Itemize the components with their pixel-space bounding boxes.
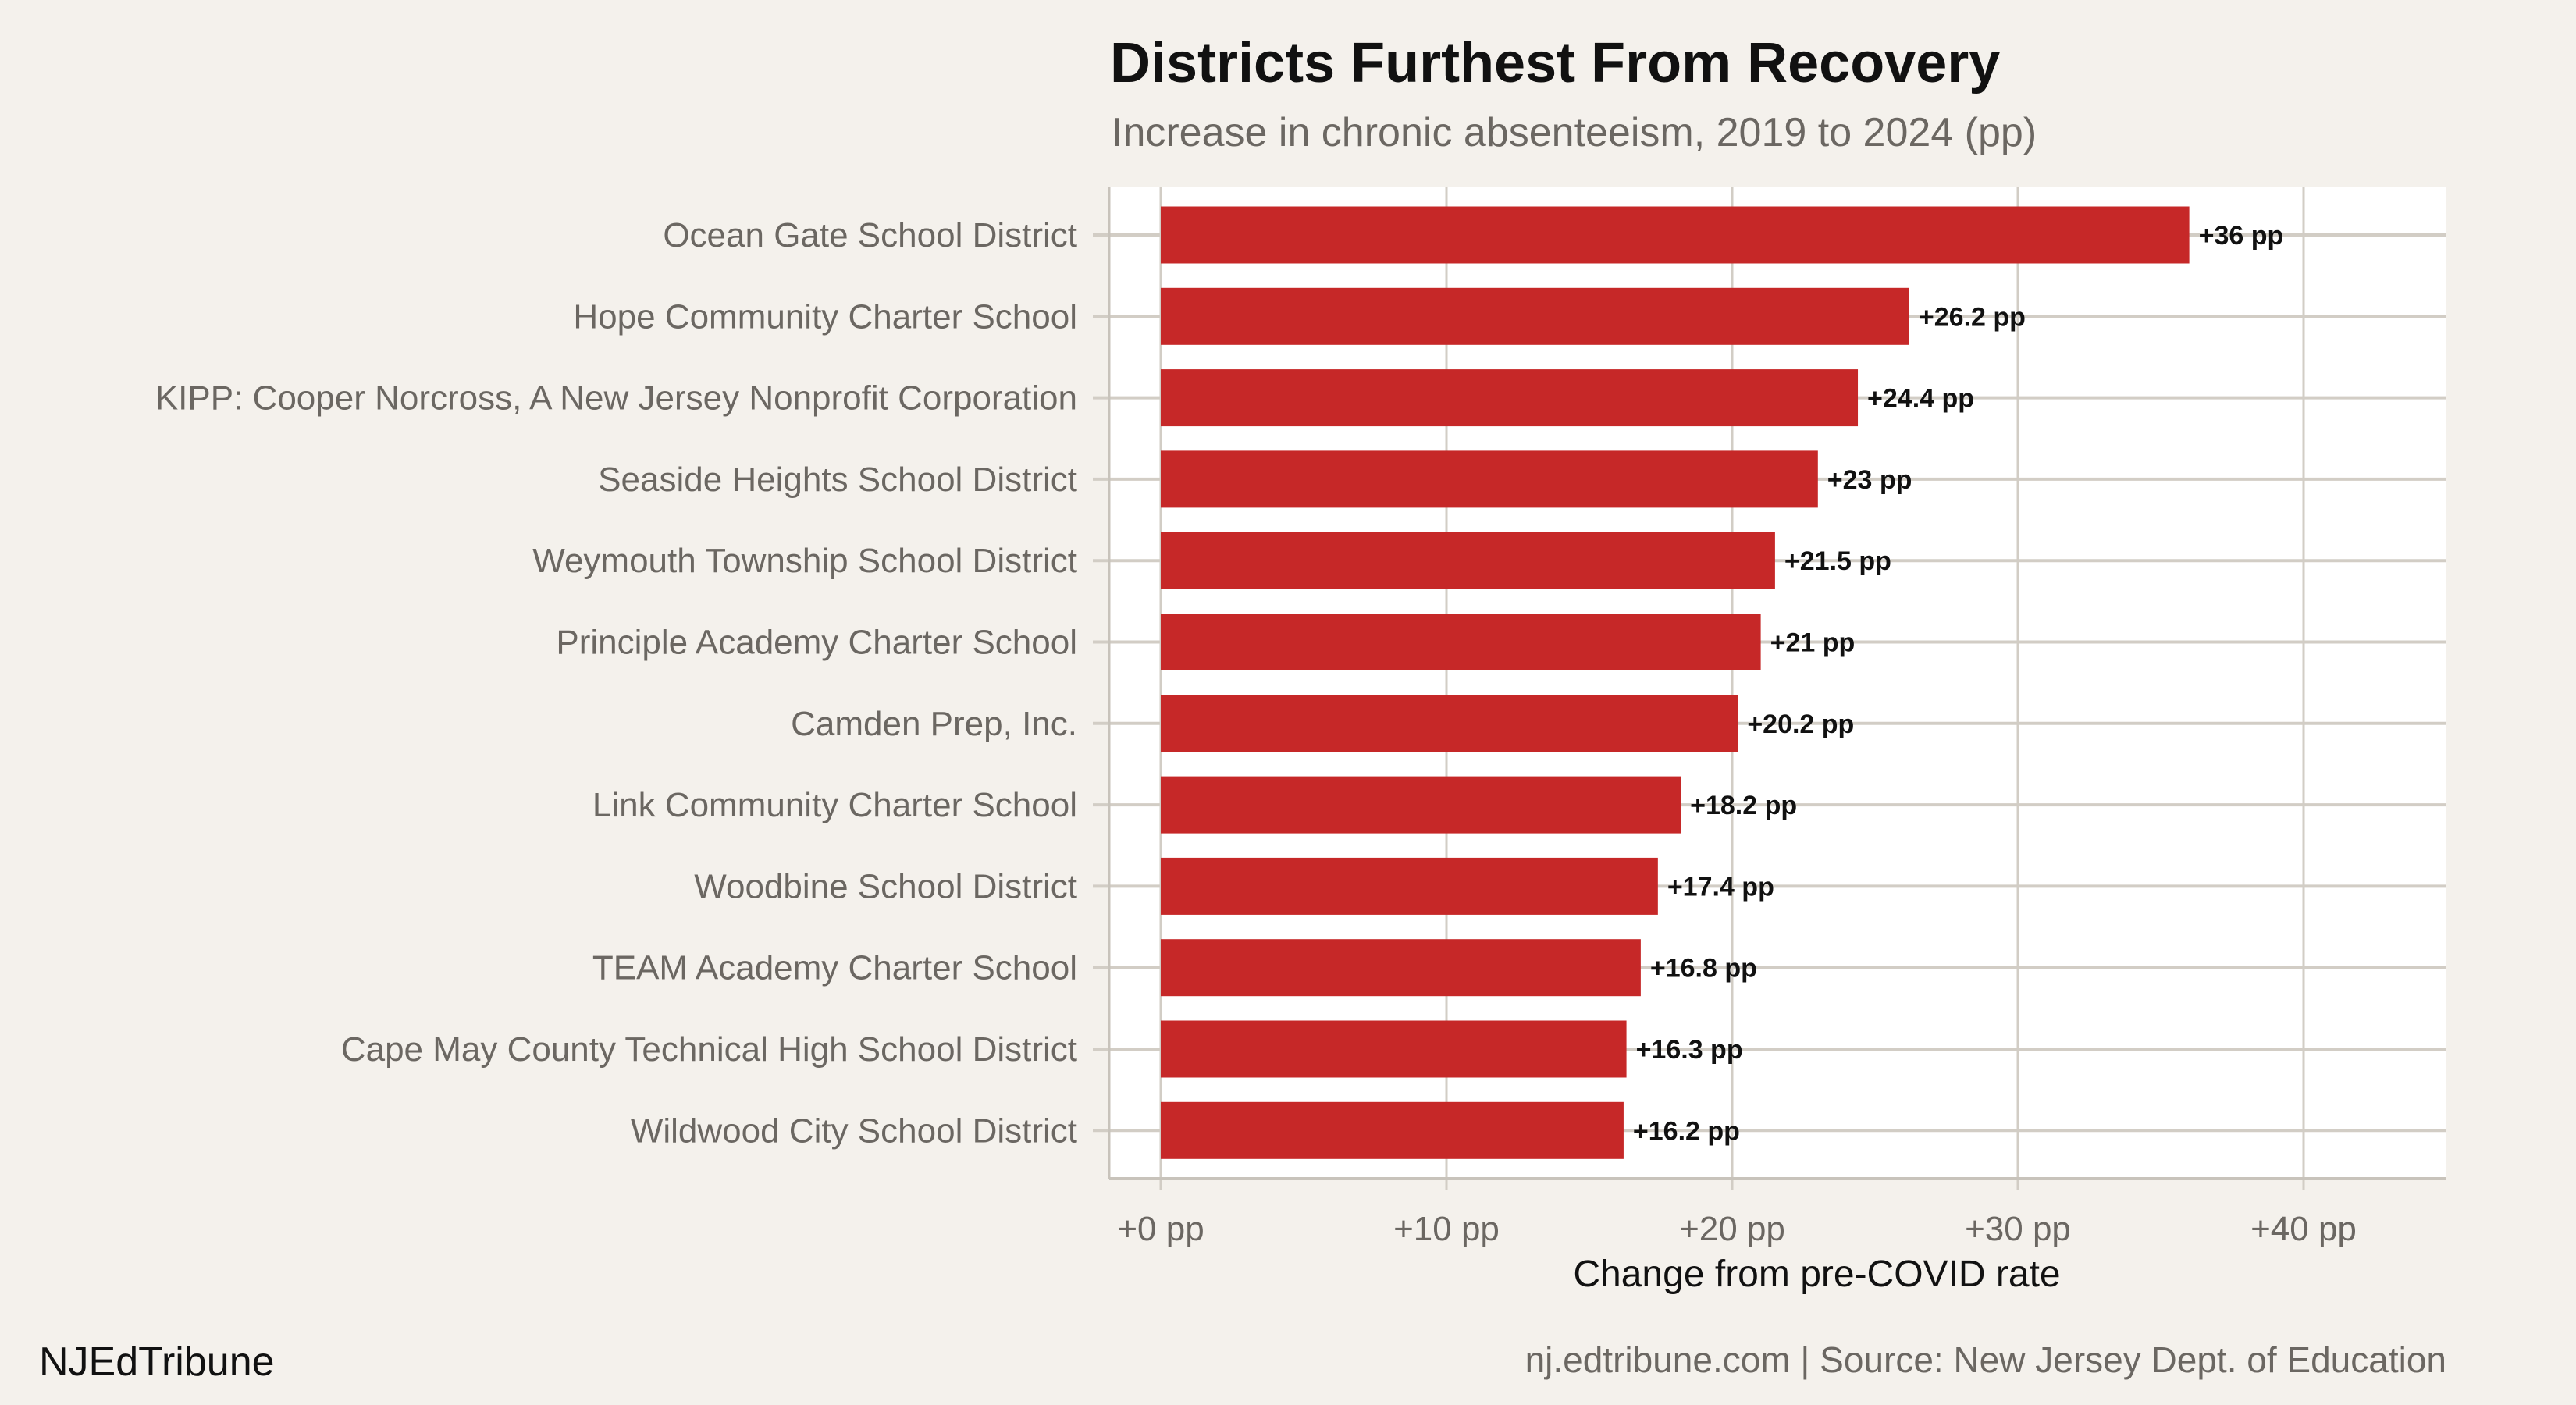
data-label: +16.8 pp xyxy=(1650,954,1757,984)
x-tick-label: +0 pp xyxy=(1117,1210,1204,1248)
category-label: Camden Prep, Inc. xyxy=(791,705,1077,743)
x-tick-label: +20 pp xyxy=(1679,1210,1785,1248)
data-label: +21.5 pp xyxy=(1784,546,1891,576)
category-label: Hope Community Charter School xyxy=(573,297,1077,336)
category-label: Woodbine School District xyxy=(694,867,1077,905)
chart-title: Districts Furthest From Recovery xyxy=(1110,32,2001,94)
category-label: Weymouth Township School District xyxy=(532,542,1077,580)
data-label: +16.3 pp xyxy=(1636,1035,1743,1065)
plot-panel xyxy=(1109,187,2446,1179)
bar xyxy=(1161,939,1641,997)
bar xyxy=(1161,1101,1624,1159)
data-label: +23 pp xyxy=(1827,465,1912,495)
bar xyxy=(1161,369,1859,427)
x-tick-label: +10 pp xyxy=(1393,1210,1500,1248)
data-label: +16.2 pp xyxy=(1633,1116,1740,1146)
x-tick-label: +40 pp xyxy=(2250,1210,2357,1248)
bar xyxy=(1161,857,1658,915)
data-label: +36 pp xyxy=(2199,221,2284,251)
category-label: Cape May County Technical High School Di… xyxy=(341,1030,1077,1069)
bar xyxy=(1161,206,2190,264)
category-label: Ocean Gate School District xyxy=(663,216,1077,254)
bar xyxy=(1161,1020,1627,1078)
data-label: +17.4 pp xyxy=(1667,872,1774,902)
category-label: Principle Academy Charter School xyxy=(556,624,1077,662)
data-label: +20.2 pp xyxy=(1747,710,1854,739)
chart-subtitle: Increase in chronic absenteeism, 2019 to… xyxy=(1112,110,2037,155)
x-tick-label: +30 pp xyxy=(1965,1210,2071,1248)
bar xyxy=(1161,532,1775,589)
category-label: TEAM Academy Charter School xyxy=(592,949,1077,987)
bar xyxy=(1161,614,1761,670)
category-label: KIPP: Cooper Norcross, A New Jersey Nonp… xyxy=(155,379,1077,418)
category-label: Seaside Heights School District xyxy=(598,461,1077,499)
x-axis-title: Change from pre-COVID rate xyxy=(1573,1254,2060,1295)
source-note: nj.edtribune.com | Source: New Jersey De… xyxy=(1525,1339,2446,1380)
bar xyxy=(1161,450,1818,508)
bar xyxy=(1161,287,1909,345)
category-label: Link Community Charter School xyxy=(592,786,1077,824)
bar xyxy=(1161,776,1681,834)
category-label: Wildwood City School District xyxy=(631,1112,1077,1150)
data-label: +21 pp xyxy=(1770,628,1856,658)
bar xyxy=(1161,695,1738,752)
data-label: +18.2 pp xyxy=(1690,791,1797,820)
data-label: +24.4 pp xyxy=(1867,384,1974,414)
brand-name: NJEdTribune xyxy=(39,1339,275,1385)
data-label: +26.2 pp xyxy=(1919,302,2026,332)
